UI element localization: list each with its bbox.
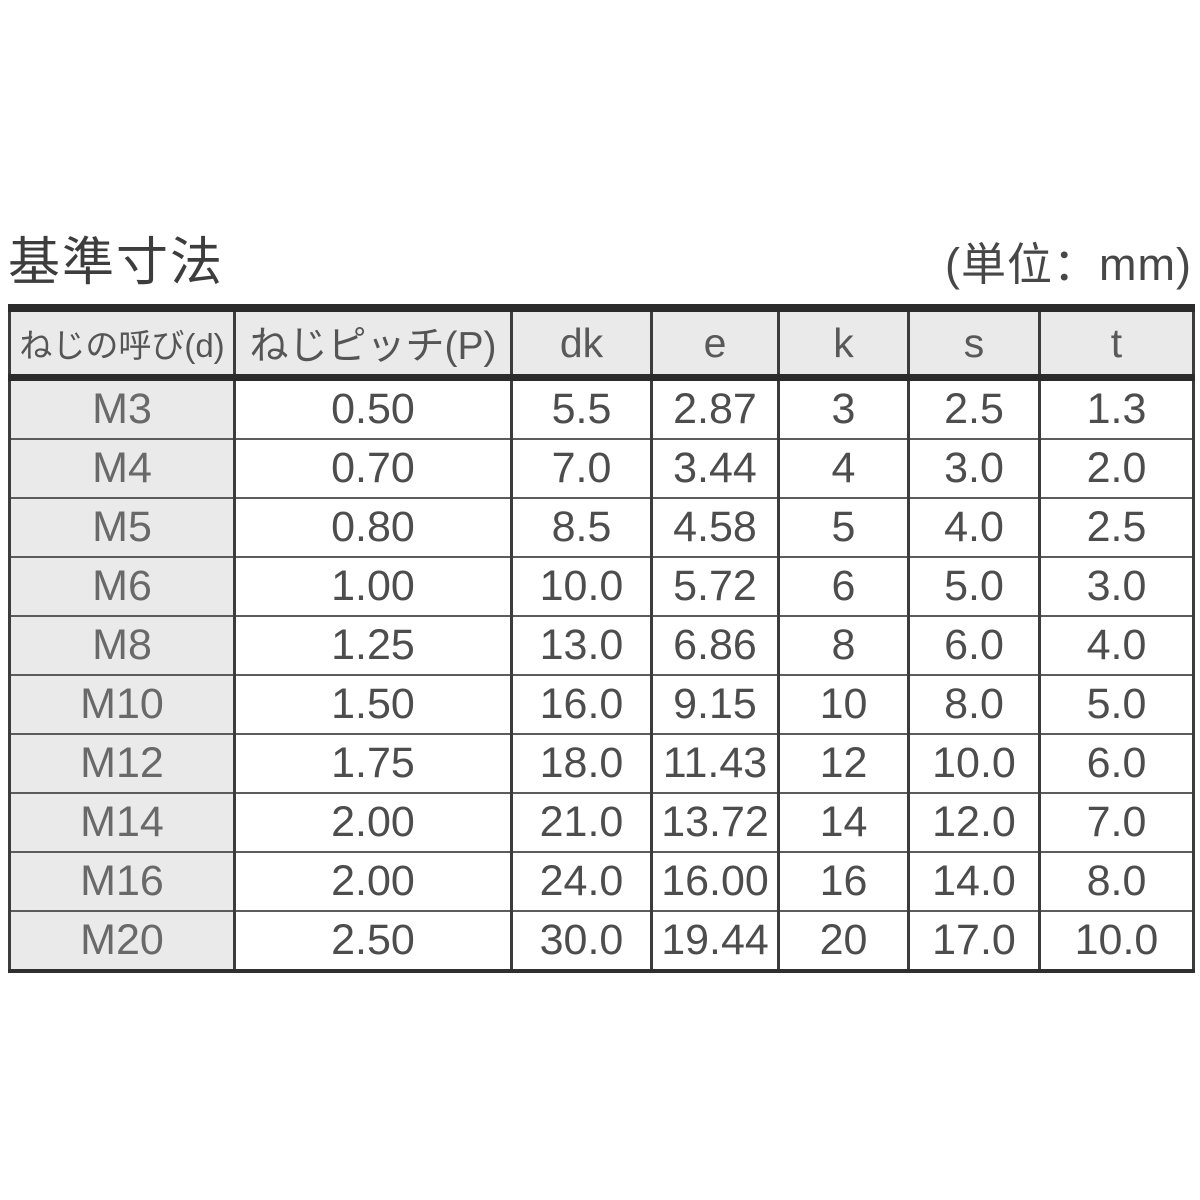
value-cell: 5.0 bbox=[907, 556, 1040, 616]
value-cell: 7.0 bbox=[1038, 792, 1194, 852]
value-cell: 3.0 bbox=[1038, 556, 1194, 616]
row-label-cell: M12 bbox=[9, 733, 235, 793]
row-label-cell: M20 bbox=[9, 910, 235, 971]
value-cell: 12.0 bbox=[907, 792, 1040, 852]
table-body: M3 0.50 5.5 2.87 3 2.5 1.3 M4 0.70 7.0 3.44 4 3.0 2.0… bbox=[9, 377, 1194, 971]
value-cell: 4.0 bbox=[907, 497, 1040, 557]
value-cell: 10.0 bbox=[1038, 910, 1194, 971]
value-cell: 5.0 bbox=[1038, 674, 1194, 734]
value-cell: 3.44 bbox=[650, 438, 779, 498]
value-cell: 21.0 bbox=[510, 792, 652, 852]
value-cell: 0.70 bbox=[233, 438, 512, 498]
row-label-cell: M16 bbox=[9, 851, 235, 911]
value-cell: 1.3 bbox=[1038, 377, 1194, 439]
value-cell: 2.0 bbox=[1038, 438, 1194, 498]
value-cell: 5.72 bbox=[650, 556, 779, 616]
table-row: M6 1.00 10.0 5.72 6 5.0 3.0 bbox=[9, 556, 1194, 616]
value-cell: 1.25 bbox=[233, 615, 512, 675]
row-label-cell: M3 bbox=[9, 377, 235, 439]
value-cell: 16 bbox=[777, 851, 909, 911]
unit-label: (単位：mm) bbox=[945, 239, 1192, 290]
header-cell-5: s bbox=[907, 308, 1040, 381]
value-cell: 4.58 bbox=[650, 497, 779, 557]
value-cell: 10 bbox=[777, 674, 909, 734]
value-cell: 19.44 bbox=[650, 910, 779, 971]
header-cell-6: t bbox=[1038, 308, 1194, 381]
value-cell: 6.86 bbox=[650, 615, 779, 675]
header-row: ねじの呼び(d) ねじピッチ(P) dk e k s t bbox=[9, 308, 1194, 381]
value-cell: 8.5 bbox=[510, 497, 652, 557]
value-cell: 1.50 bbox=[233, 674, 512, 734]
row-label-cell: M14 bbox=[9, 792, 235, 852]
value-cell: 0.80 bbox=[233, 497, 512, 557]
table-row: M5 0.80 8.5 4.58 5 4.0 2.5 bbox=[9, 497, 1194, 557]
value-cell: 12 bbox=[777, 733, 909, 793]
value-cell: 11.43 bbox=[650, 733, 779, 793]
value-cell: 10.0 bbox=[510, 556, 652, 616]
header-cell-2: dk bbox=[510, 308, 652, 381]
header-cell-4: k bbox=[777, 308, 909, 381]
row-label-cell: M6 bbox=[9, 556, 235, 616]
value-cell: 16.00 bbox=[650, 851, 779, 911]
value-cell: 2.50 bbox=[233, 910, 512, 971]
value-cell: 2.00 bbox=[233, 851, 512, 911]
header-cell-3: e bbox=[650, 308, 779, 381]
value-cell: 14.0 bbox=[907, 851, 1040, 911]
table-row: M20 2.50 30.0 19.44 20 17.0 10.0 bbox=[9, 910, 1194, 971]
row-label-cell: M8 bbox=[9, 615, 235, 675]
value-cell: 2.87 bbox=[650, 377, 779, 439]
value-cell: 17.0 bbox=[907, 910, 1040, 971]
page-title: 基準寸法 bbox=[8, 234, 225, 292]
header-cell-1: ねじピッチ(P) bbox=[233, 308, 512, 381]
value-cell: 14 bbox=[777, 792, 909, 852]
table-row: M8 1.25 13.0 6.86 8 6.0 4.0 bbox=[9, 615, 1194, 675]
value-cell: 6.0 bbox=[1038, 733, 1194, 793]
value-cell: 18.0 bbox=[510, 733, 652, 793]
value-cell: 20 bbox=[777, 910, 909, 971]
value-cell: 6.0 bbox=[907, 615, 1040, 675]
value-cell: 5 bbox=[777, 497, 909, 557]
value-cell: 8 bbox=[777, 615, 909, 675]
dimension-table: ねじの呼び(d) ねじピッチ(P) dk e k s t M3 0.50 5.5 2.87 3 2.5… bbox=[8, 304, 1195, 973]
value-cell: 7.0 bbox=[510, 438, 652, 498]
value-cell: 9.15 bbox=[650, 674, 779, 734]
value-cell: 13.72 bbox=[650, 792, 779, 852]
value-cell: 8.0 bbox=[1038, 851, 1194, 911]
value-cell: 3 bbox=[777, 377, 909, 439]
table-row: M16 2.00 24.0 16.00 16 14.0 8.0 bbox=[9, 851, 1194, 911]
row-label-cell: M5 bbox=[9, 497, 235, 557]
value-cell: 4 bbox=[777, 438, 909, 498]
header-cell-0: ねじの呼び(d) bbox=[9, 308, 235, 381]
value-cell: 16.0 bbox=[510, 674, 652, 734]
value-cell: 1.00 bbox=[233, 556, 512, 616]
value-cell: 5.5 bbox=[510, 377, 652, 439]
value-cell: 10.0 bbox=[907, 733, 1040, 793]
value-cell: 30.0 bbox=[510, 910, 652, 971]
value-cell: 0.50 bbox=[233, 377, 512, 439]
table-row: M3 0.50 5.5 2.87 3 2.5 1.3 bbox=[9, 377, 1194, 439]
value-cell: 2.00 bbox=[233, 792, 512, 852]
value-cell: 2.5 bbox=[1038, 497, 1194, 557]
value-cell: 6 bbox=[777, 556, 909, 616]
value-cell: 13.0 bbox=[510, 615, 652, 675]
value-cell: 3.0 bbox=[907, 438, 1040, 498]
value-cell: 2.5 bbox=[907, 377, 1040, 439]
table-row: M10 1.50 16.0 9.15 10 8.0 5.0 bbox=[9, 674, 1194, 734]
table-row: M12 1.75 18.0 11.43 12 10.0 6.0 bbox=[9, 733, 1194, 793]
value-cell: 24.0 bbox=[510, 851, 652, 911]
row-label-cell: M10 bbox=[9, 674, 235, 734]
value-cell: 8.0 bbox=[907, 674, 1040, 734]
value-cell: 1.75 bbox=[233, 733, 512, 793]
value-cell: 4.0 bbox=[1038, 615, 1194, 675]
table-caption-row: 基準寸法 (単位：mm) bbox=[8, 232, 1192, 294]
row-label-cell: M4 bbox=[9, 438, 235, 498]
table-row: M4 0.70 7.0 3.44 4 3.0 2.0 bbox=[9, 438, 1194, 498]
table-row: M14 2.00 21.0 13.72 14 12.0 7.0 bbox=[9, 792, 1194, 852]
